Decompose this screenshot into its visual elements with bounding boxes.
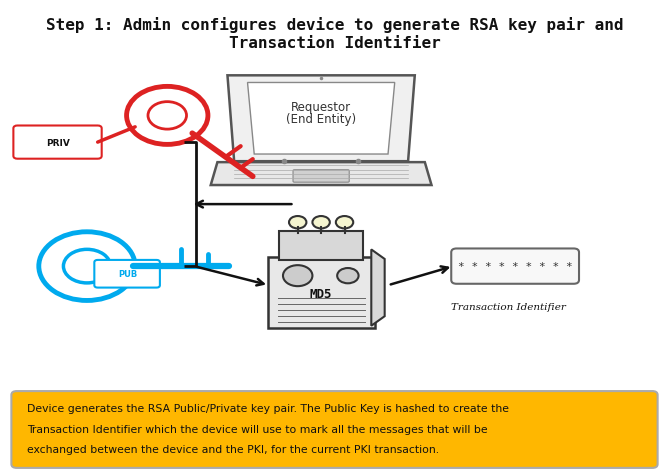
Text: Transaction Identifier: Transaction Identifier <box>451 302 566 311</box>
Text: exchanged between the device and the PKI, for the current PKI transaction.: exchanged between the device and the PKI… <box>27 444 439 454</box>
Circle shape <box>312 217 330 229</box>
FancyBboxPatch shape <box>451 249 579 284</box>
Circle shape <box>283 266 312 287</box>
Text: Requestor: Requestor <box>291 100 351 114</box>
Circle shape <box>64 250 110 283</box>
Text: Transaction Identifier: Transaction Identifier <box>229 36 440 50</box>
Text: PUB: PUB <box>118 270 137 278</box>
Text: (End Entity): (End Entity) <box>286 112 356 126</box>
Polygon shape <box>371 250 385 326</box>
FancyBboxPatch shape <box>279 232 363 261</box>
Text: PRIV: PRIV <box>46 139 70 147</box>
Polygon shape <box>227 76 415 162</box>
FancyBboxPatch shape <box>293 170 349 183</box>
Circle shape <box>148 102 187 130</box>
Polygon shape <box>211 163 432 186</box>
Circle shape <box>289 217 306 229</box>
Text: MD5: MD5 <box>310 288 332 301</box>
Polygon shape <box>248 83 395 155</box>
FancyBboxPatch shape <box>13 126 102 159</box>
Text: Step 1: Admin configures device to generate RSA key pair and: Step 1: Admin configures device to gener… <box>45 17 624 33</box>
Text: * * * * * * * * *: * * * * * * * * * <box>458 262 573 271</box>
FancyBboxPatch shape <box>94 260 160 288</box>
FancyBboxPatch shape <box>268 257 375 328</box>
FancyBboxPatch shape <box>11 391 658 468</box>
Text: Transaction Identifier which the device will use to mark all the messages that w: Transaction Identifier which the device … <box>27 424 488 434</box>
Circle shape <box>336 217 353 229</box>
Text: Device generates the RSA Public/Private key pair. The Public Key is hashed to cr: Device generates the RSA Public/Private … <box>27 404 508 414</box>
Circle shape <box>337 268 359 284</box>
